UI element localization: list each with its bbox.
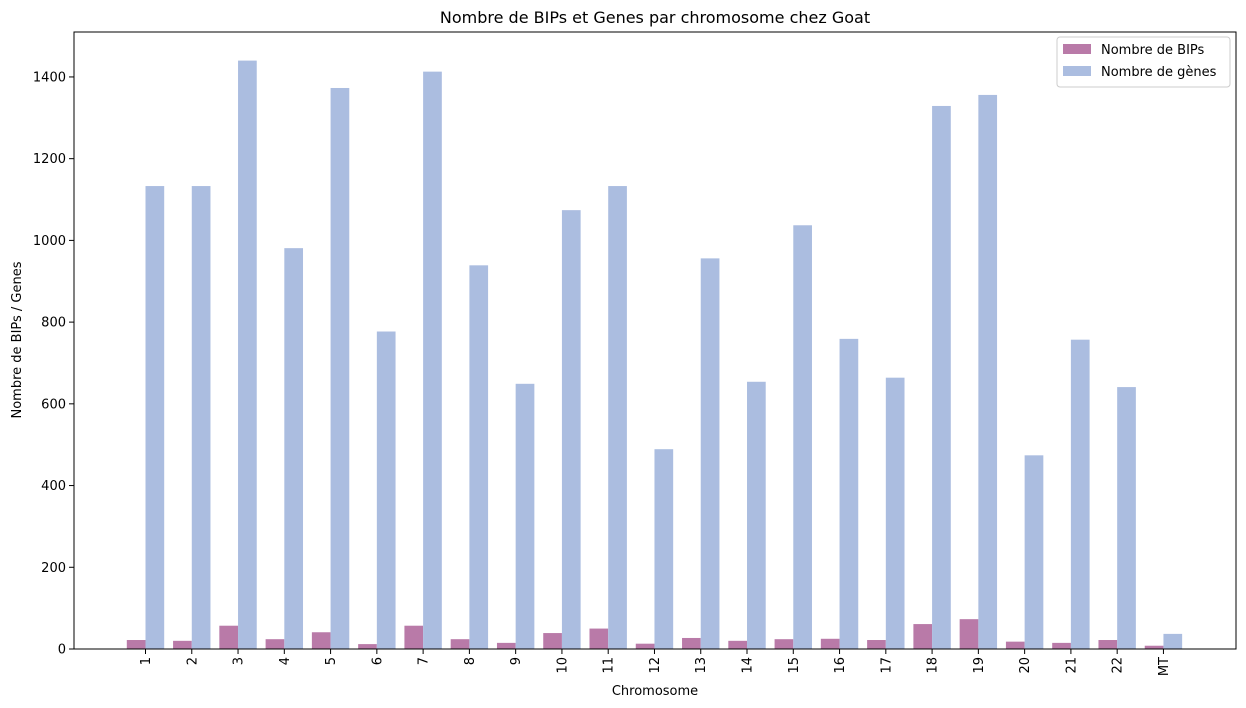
y-tick-label: 400 [41,479,66,494]
legend-label-genes: Nombre de gènes [1101,65,1217,80]
y-tick-label: 0 [58,643,66,658]
x-tick-label: 6 [370,657,385,665]
bar-bips [589,628,609,649]
bar-bips [173,640,192,649]
bar-genes [423,71,442,649]
y-axis: 0 200 400 600 800 1000 1200 1400 [33,70,74,658]
y-tick-label: 1200 [33,152,66,167]
x-tick-label: 18 [926,657,941,674]
bar-bips [1052,642,1071,649]
bar-genes [932,105,951,649]
legend-box [1056,36,1231,88]
x-tick-label: 2 [185,657,200,665]
bar-bips [728,640,748,649]
bar-genes [608,186,627,650]
chart-title: Nombre de BIPs et Genes par chromosome c… [440,8,870,27]
bar-genes [469,265,489,649]
bar-genes [330,87,350,650]
x-tick-label: 14 [741,657,756,674]
bar-genes [1117,387,1136,649]
bar-bips [867,640,886,649]
bar-genes [145,186,165,650]
y-tick-label: 1000 [33,234,66,249]
x-axis: 1 2 3 4 5 6 7 8 9 10 11 12 13 14 15 16 17 18 19 20 21 22 MT [139,649,1172,676]
bar-genes [376,331,396,649]
bars-layer [126,60,1183,650]
bar-genes [885,377,905,649]
x-tick-label: 16 [833,657,848,674]
bar-bips [219,625,239,649]
legend-swatch-genes [1063,66,1091,76]
x-tick-label: MT [1157,657,1172,676]
bar-genes [1163,633,1183,649]
x-tick-label: 19 [972,657,987,674]
x-axis-label: Chromosome [612,684,698,699]
bar-bips [959,619,979,649]
x-tick-label: 5 [324,657,339,665]
x-tick-label: 7 [417,657,432,665]
bar-bips [1098,640,1118,649]
bar-bips [404,625,424,649]
bar-bips [774,639,794,649]
bar-bips [635,643,655,649]
y-tick-label: 200 [41,561,66,576]
bar-bips [358,644,377,649]
plot-frame [73,31,1237,650]
x-tick-label: 10 [555,657,570,674]
bar-bips [1144,645,1164,649]
bar-genes [238,60,257,650]
x-tick-label: 22 [1111,657,1126,674]
x-tick-label: 12 [648,657,663,674]
x-tick-label: 9 [509,657,524,665]
bar-bips [450,639,470,649]
x-tick-label: 20 [1018,657,1033,674]
y-tick-label: 800 [41,316,66,331]
bar-genes [1024,455,1044,649]
bar-genes [747,381,766,649]
x-tick-label: 1 [139,657,154,665]
legend-swatch-bips [1063,44,1091,54]
bar-bips [820,638,840,649]
bar-bips [682,637,701,649]
x-tick-label: 8 [463,657,478,665]
bar-genes [284,248,304,649]
bar-genes [515,383,535,649]
bar-genes [839,338,859,649]
bar-bips [311,632,331,649]
x-tick-label: 11 [602,657,617,674]
legend-label-bips: Nombre de BIPs [1101,43,1205,58]
bar-genes [700,258,720,649]
bar-genes [561,210,581,649]
y-tick-label: 1400 [33,70,66,85]
bar-genes [654,449,674,649]
bar-bips [543,633,562,649]
x-tick-label: 13 [694,657,709,674]
x-tick-label: 17 [879,657,894,674]
x-tick-label: 15 [787,657,802,674]
y-axis-label: Nombre de BIPs / Genes [10,261,25,418]
legend: Nombre de BIPs Nombre de gènes [1056,36,1231,88]
bar-bips [265,639,285,649]
bar-genes [191,186,211,650]
bar-genes [793,225,812,649]
bar-bips [913,624,933,649]
y-tick-label: 600 [41,397,66,412]
x-tick-label: 3 [232,657,247,665]
bar-genes [978,94,998,650]
x-tick-label: 21 [1064,657,1079,674]
bar-bips [1005,641,1025,649]
bar-bips [126,640,146,649]
bar-genes [1070,339,1090,649]
bar-bips [496,642,516,649]
x-tick-label: 4 [278,657,293,665]
